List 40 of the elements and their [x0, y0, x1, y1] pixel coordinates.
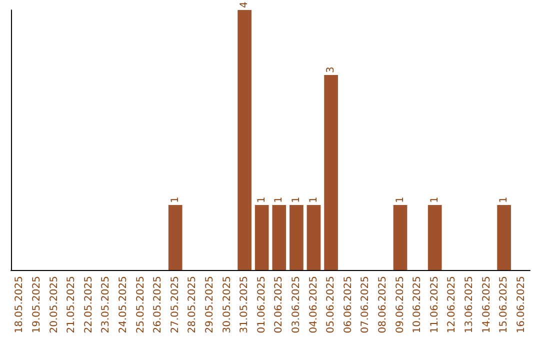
x-tick-label: 20.05.2025 [48, 276, 60, 334]
x-tick-label: 27.05.2025 [170, 276, 181, 334]
x-tick-label: 16.06.2025 [516, 276, 527, 334]
data-label: 1 [290, 196, 302, 203]
data-label: 1 [274, 196, 285, 203]
x-tick-label: 10.06.2025 [412, 276, 424, 334]
data-label: 1 [498, 196, 510, 203]
x-tick-label: 18.05.2025 [14, 276, 26, 334]
x-tick-label: 23.05.2025 [100, 276, 112, 334]
x-tick-label: 06.06.2025 [342, 276, 354, 334]
data-label: 4 [239, 2, 250, 8]
x-tick-label: 26.05.2025 [152, 276, 164, 334]
x-tick-label: 07.06.2025 [360, 276, 372, 334]
x-tick-label: 31.05.2025 [239, 276, 250, 334]
x-tick-label: 15.06.2025 [498, 276, 510, 334]
x-tick-label: 22.05.2025 [83, 276, 94, 334]
x-tick-label: 12.06.2025 [446, 276, 458, 334]
data-label: 1 [308, 196, 320, 203]
x-tick-label: 28.05.2025 [187, 276, 198, 334]
x-tick-label: 13.06.2025 [464, 276, 475, 334]
data-label: 1 [394, 196, 406, 203]
data-label: 3 [326, 66, 337, 73]
x-tick-label: 29.05.2025 [204, 276, 216, 334]
data-label: 1 [429, 196, 440, 203]
x-tick-label: 01.06.2025 [256, 276, 268, 334]
x-tick-label: 04.06.2025 [308, 276, 320, 334]
x-tick-label: 09.06.2025 [394, 276, 406, 334]
data-label: 1 [256, 196, 268, 203]
x-tick-label: 02.06.2025 [274, 276, 285, 334]
x-tick-label: 19.05.2025 [31, 276, 42, 334]
x-tick-label: 25.05.2025 [135, 276, 146, 334]
x-tick-label: 14.06.2025 [481, 276, 492, 334]
x-tick-label: 11.06.2025 [429, 276, 440, 334]
x-tick-label: 08.06.2025 [377, 276, 388, 334]
x-tick-label: 05.06.2025 [326, 276, 337, 334]
x-tick-label: 21.05.2025 [66, 276, 78, 334]
x-tick-label: 03.06.2025 [290, 276, 302, 334]
data-label: 1 [170, 196, 181, 203]
x-tick-label: 24.05.2025 [118, 276, 129, 334]
x-tick-label: 30.05.2025 [222, 276, 233, 334]
